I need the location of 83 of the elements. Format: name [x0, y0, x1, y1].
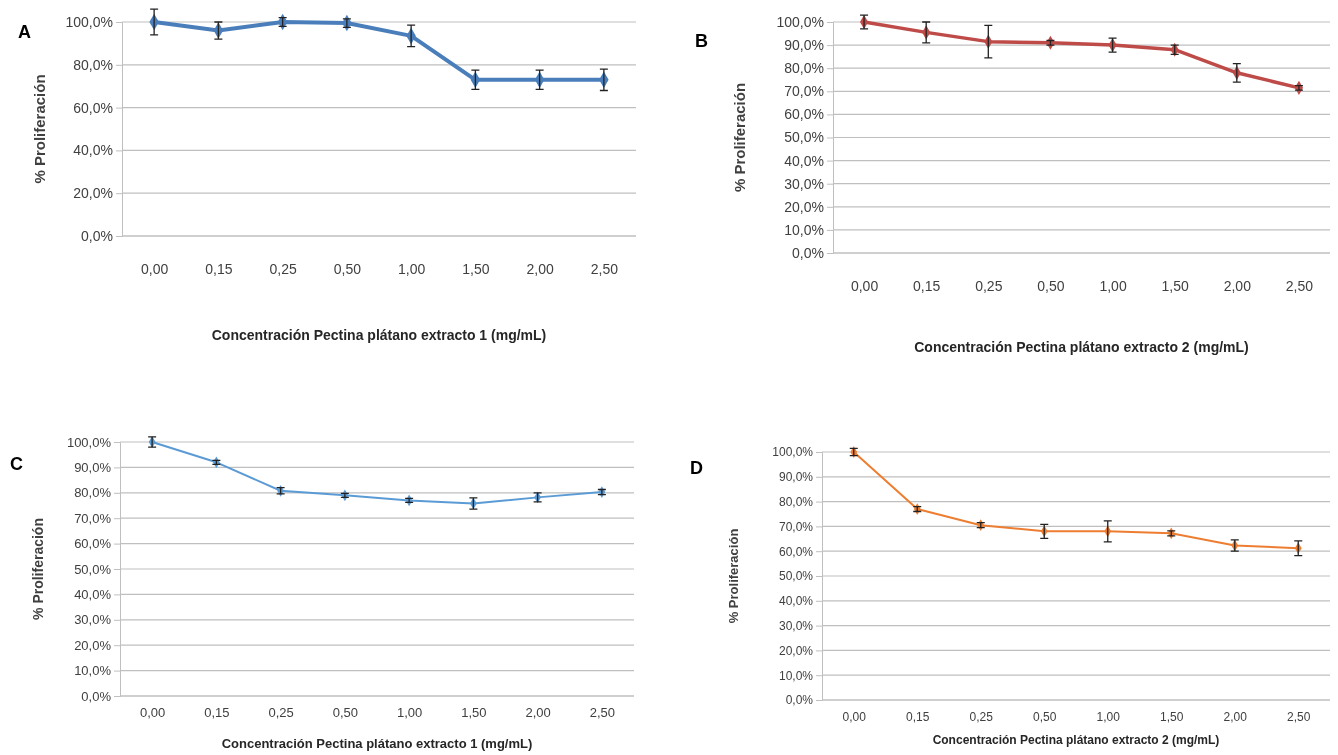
y-tick-label: 70,0%: [74, 510, 112, 526]
x-tick-label: 0,00: [842, 709, 867, 724]
x-tick-label: 2,00: [1223, 277, 1252, 294]
x-tick-label: 2,50: [1287, 709, 1311, 724]
y-tick-label: 100,0%: [65, 13, 113, 30]
y-tick-label: 40,0%: [778, 594, 814, 609]
y-tick-label: 80,0%: [74, 485, 112, 501]
y-tick-label: 80,0%: [784, 60, 824, 77]
y-tick-label: 10,0%: [778, 668, 814, 683]
x-tick-label: 0,25: [269, 260, 297, 277]
y-tick-label: 40,0%: [784, 152, 824, 169]
x-tick-label: 1,00: [396, 705, 423, 721]
y-tick-label: 60,0%: [778, 544, 814, 559]
x-tick-label: 1,00: [398, 260, 426, 277]
y-tick-label: 10,0%: [74, 663, 112, 679]
x-tick-label: 1,50: [462, 260, 490, 277]
y-tick-label: 60,0%: [74, 536, 112, 552]
y-tick-label: 60,0%: [73, 99, 113, 116]
x-axis-title: Concentración Pectina plátano extracto 2 (mg/mL): [914, 339, 1249, 355]
y-tick-label: 30,0%: [778, 618, 814, 633]
y-tick-label: 20,0%: [74, 637, 112, 653]
y-tick-label: 90,0%: [784, 37, 824, 54]
chart-title: D: [690, 458, 703, 478]
x-tick-label: 2,00: [526, 260, 554, 277]
x-tick-label: 1,50: [1160, 709, 1184, 724]
y-tick-label: 90,0%: [74, 460, 112, 476]
x-tick-label: 1,00: [1099, 277, 1127, 294]
chart-title: A: [18, 22, 31, 42]
y-tick-label: 50,0%: [74, 561, 112, 577]
text: B: [695, 31, 708, 51]
x-tick-label: 0,50: [332, 705, 359, 721]
y-tick-label: 0,0%: [81, 227, 113, 244]
x-tick-label: 1,00: [1096, 709, 1121, 724]
y-tick-label: 50,0%: [778, 569, 814, 584]
y-tick-label: 80,0%: [73, 56, 113, 73]
x-tick-label: 0,00: [139, 705, 166, 721]
y-tick-label: 80,0%: [778, 494, 814, 509]
x-tick-label: 0,15: [906, 709, 930, 724]
y-tick-label: 40,0%: [74, 587, 112, 603]
x-tick-label: 0,00: [141, 260, 169, 277]
x-tick-label: 0,00: [850, 277, 879, 294]
x-axis-title: Concentración Pectina plátano extracto 1 (mg/mL): [221, 736, 533, 751]
y-tick-label: 100,0%: [66, 434, 112, 450]
x-tick-label: 2,50: [1285, 277, 1314, 294]
y-axis-title: % Proliferación: [29, 518, 46, 620]
x-tick-label: 0,15: [204, 705, 230, 721]
x-tick-label: 2,00: [525, 705, 551, 721]
y-tick-label: 100,0%: [772, 445, 814, 460]
y-tick-label: 20,0%: [778, 643, 814, 658]
y-axis-title: % Proliferación: [725, 528, 741, 624]
y-tick-label: 70,0%: [778, 519, 814, 534]
y-tick-label: 10,0%: [784, 221, 824, 238]
y-tick-label: 0,0%: [81, 688, 112, 704]
x-tick-label: 1,50: [1161, 277, 1190, 294]
y-tick-label: 30,0%: [784, 175, 824, 192]
y-tick-label: 0,0%: [785, 693, 814, 708]
y-tick-label: 20,0%: [73, 185, 113, 202]
y-axis-title: % Proliferación: [31, 74, 49, 184]
x-tick-label: 0,25: [268, 705, 294, 721]
x-tick-label: 2,00: [1223, 709, 1248, 724]
y-tick-label: 30,0%: [74, 612, 112, 628]
y-tick-label: 100,0%: [776, 13, 824, 30]
x-tick-label: 0,15: [205, 260, 233, 277]
x-tick-label: 0,50: [1037, 277, 1065, 294]
x-tick-label: 0,50: [333, 260, 362, 277]
y-tick-label: 60,0%: [784, 106, 824, 123]
x-tick-label: 0,25: [975, 277, 1003, 294]
x-tick-label: 2,50: [590, 260, 619, 277]
x-tick-label: 1,50: [461, 705, 487, 721]
y-axis-title: % Proliferación: [731, 82, 749, 193]
x-tick-label: 0,50: [1033, 709, 1057, 724]
text: C: [10, 454, 23, 474]
x-tick-label: 2,50: [589, 705, 616, 721]
y-tick-label: 20,0%: [784, 198, 824, 215]
x-axis-title: Concentración Pectina plátano extracto 1 (mg/mL): [211, 327, 547, 343]
y-tick-label: 50,0%: [784, 129, 824, 146]
y-tick-label: 40,0%: [73, 142, 113, 159]
x-tick-label: 0,25: [969, 709, 994, 724]
y-tick-label: 0,0%: [792, 244, 824, 261]
x-tick-label: 0,15: [913, 277, 941, 294]
y-tick-label: 90,0%: [778, 470, 814, 485]
y-tick-label: 70,0%: [784, 83, 824, 100]
x-axis-title: Concentración Pectina plátano extracto 2 (mg/mL): [932, 733, 1220, 747]
